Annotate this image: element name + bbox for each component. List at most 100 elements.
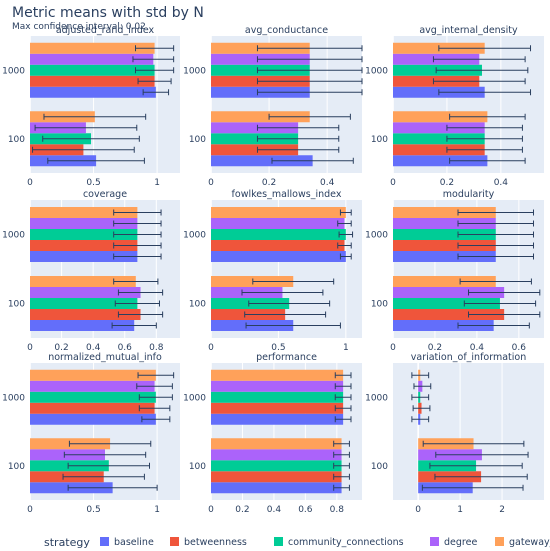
- y-tick-label: 100: [8, 135, 25, 145]
- error-bar: [62, 473, 145, 480]
- bar-betweenness-100: [393, 309, 505, 320]
- bar-degree-1000: [30, 380, 155, 392]
- error-bar: [411, 372, 430, 379]
- y-tick-label: 1000: [2, 231, 25, 241]
- error-bar: [432, 56, 526, 63]
- y-tick-label: 100: [371, 300, 388, 310]
- error-bar: [256, 89, 363, 96]
- y-tick-label: 100: [8, 300, 25, 310]
- y-tick-label: 1000: [183, 66, 206, 76]
- bar-betweenness-100: [30, 309, 141, 320]
- legend-entry-baseline: baseline: [114, 537, 154, 548]
- error-bar: [256, 78, 363, 85]
- bar-degree-100: [393, 122, 485, 134]
- bar-baseline-100: [393, 320, 494, 331]
- bar-betweenness-1000: [211, 402, 344, 414]
- error-bar: [256, 124, 340, 131]
- error-bar: [113, 209, 162, 216]
- bar-baseline-100: [211, 155, 313, 167]
- bar-gateway-probability-1000: [393, 207, 496, 218]
- x-tick-label: 0.4: [86, 343, 101, 353]
- error-bar: [457, 242, 535, 249]
- error-bar: [268, 113, 351, 120]
- bar-gateway-probability-100: [211, 111, 310, 123]
- bar-betweenness-1000: [211, 240, 345, 251]
- legend-entry-community-connections: community_connections: [288, 537, 404, 548]
- x-tick-label: 0: [27, 178, 33, 188]
- error-bar: [413, 383, 432, 390]
- panel-fowlkes-mallows-index: 0 0.5 1 fowlkes_mallows_index 1000 100: [183, 189, 362, 353]
- error-bar: [446, 135, 523, 142]
- error-bar: [142, 89, 170, 96]
- bar-betweenness-100: [211, 144, 299, 156]
- error-bar: [468, 289, 541, 296]
- x-tick-label: 0.6: [512, 343, 527, 353]
- bar-baseline-1000: [30, 251, 138, 262]
- error-bar: [67, 484, 158, 491]
- error-bar: [141, 416, 171, 423]
- error-bar: [334, 383, 352, 390]
- error-bar: [435, 67, 529, 74]
- error-bar: [138, 405, 171, 412]
- error-bar: [47, 157, 145, 164]
- error-bar: [333, 462, 350, 469]
- bar-baseline-1000: [211, 413, 344, 425]
- legend-entry-degree: degree: [444, 537, 477, 548]
- error-bar: [446, 146, 523, 153]
- y-tick-label: 1000: [183, 393, 206, 403]
- bar-betweenness-1000: [30, 402, 155, 414]
- error-bar: [334, 405, 352, 412]
- error-bar: [337, 220, 352, 227]
- x-tick-label: 0.2: [235, 505, 249, 515]
- bar-gateway-probability-100: [30, 276, 136, 287]
- error-bar: [256, 135, 340, 142]
- error-bar: [63, 451, 147, 458]
- error-bar: [333, 484, 350, 491]
- panel-title: fowlkes_mallows_index: [232, 189, 342, 200]
- bar-baseline-1000: [211, 251, 346, 262]
- error-bar: [463, 300, 537, 307]
- bar-betweenness-100: [211, 471, 342, 483]
- x-tick-label: 0.2: [428, 343, 442, 353]
- x-tick-label: 0: [390, 343, 396, 353]
- bar-community-connections-1000: [30, 229, 138, 240]
- error-bar: [421, 484, 524, 491]
- x-tick-label: 1: [154, 178, 160, 188]
- error-bar: [244, 311, 327, 318]
- error-bar: [457, 322, 530, 329]
- y-tick-label: 100: [8, 462, 25, 472]
- error-bar: [459, 278, 532, 285]
- bar-gateway-probability-1000: [30, 42, 155, 54]
- y-tick-label: 100: [189, 300, 206, 310]
- bar-community-connections-100: [211, 460, 342, 472]
- panel-variation-of-information: 0 1 2 variation_of_information 1000 100: [365, 352, 544, 515]
- error-bar: [333, 473, 350, 480]
- x-tick-label: 1: [343, 343, 349, 353]
- bar-degree-1000: [393, 218, 496, 229]
- error-bar: [337, 242, 352, 249]
- panel-avg-conductance: 0 0.2 0.4 avg_conductance 1000 100: [183, 25, 363, 188]
- error-bar: [113, 231, 162, 238]
- panel-title: variation_of_information: [411, 352, 527, 363]
- x-tick-label: 0.5: [86, 505, 100, 515]
- error-bar: [245, 322, 341, 329]
- panel-performance: 0 0.2 0.4 0.6 0.8 performance 1000 100: [183, 352, 362, 515]
- bar-community-connections-100: [393, 298, 500, 309]
- error-bar: [256, 56, 363, 63]
- error-bar: [32, 146, 135, 153]
- error-bar: [339, 253, 352, 260]
- x-tick-label: 0.6: [298, 505, 313, 515]
- error-bar: [457, 253, 535, 260]
- error-bar: [256, 45, 363, 52]
- legend-swatch-baseline: [100, 537, 109, 546]
- legend-title: strategy: [44, 536, 90, 549]
- error-bar: [67, 462, 150, 469]
- error-bar: [241, 289, 324, 296]
- x-tick-label: 0.2: [440, 178, 454, 188]
- error-bar: [248, 300, 331, 307]
- panel-avg-internal-density: 0 0.2 0.4 avg_internal_density 1000 100: [365, 25, 544, 188]
- bar-gateway-probability-1000: [211, 207, 346, 218]
- bar-gateway-probability-100: [393, 111, 488, 123]
